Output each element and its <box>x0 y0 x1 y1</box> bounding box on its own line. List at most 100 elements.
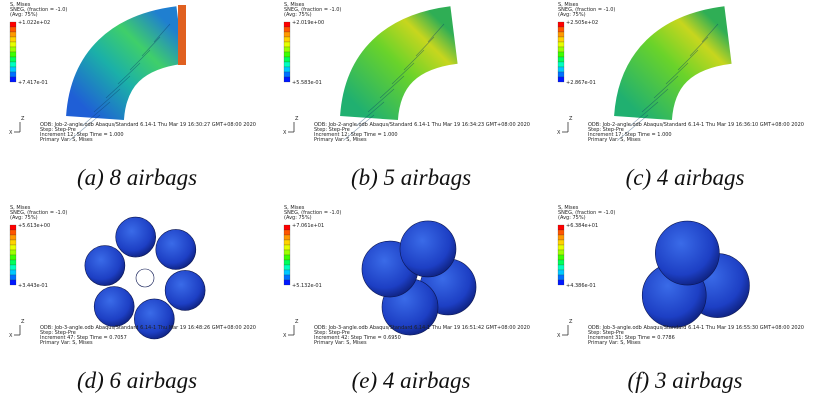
colorbar-cell <box>10 32 16 37</box>
caption: (f) 3 airbags <box>628 368 743 393</box>
legend-min: +2.867e-01 <box>566 80 596 86</box>
colorbar-cell <box>284 240 290 245</box>
colorbar-cell <box>558 280 564 285</box>
panel: S, MisesSNEG, (fraction = -1.0)(Avg: 75%… <box>283 205 530 393</box>
colorbar-cell <box>284 52 290 57</box>
colorbar-cell <box>284 270 290 275</box>
axis-label: X <box>9 333 13 339</box>
colorbar-cell <box>558 47 564 52</box>
legend-min: +4.386e-01 <box>566 283 596 289</box>
legend-header: (Avg: 75%) <box>558 12 586 18</box>
axis-label: X <box>557 130 561 136</box>
caption: (c) 4 airbags <box>626 165 745 190</box>
legend-min: +7.417e-01 <box>18 80 48 86</box>
axis-label: Z <box>295 116 299 122</box>
colorbar-cell <box>10 57 16 62</box>
colorbar-cell <box>284 260 290 265</box>
footer-primary: Primary Var: S, Mises <box>40 137 93 143</box>
colorbar-cell <box>558 77 564 82</box>
axis-label: Z <box>569 116 573 122</box>
end-cap <box>178 5 186 65</box>
legend-header: (Avg: 75%) <box>558 215 586 221</box>
axis-label: X <box>283 333 287 339</box>
legend-max: +5.613e+00 <box>18 223 50 229</box>
footer-primary: Primary Var: S, Mises <box>588 137 641 143</box>
center-hole <box>136 269 154 287</box>
axis-label: Z <box>569 319 573 325</box>
colorbar-cell <box>558 275 564 280</box>
legend-min: +5.132e-01 <box>292 283 322 289</box>
colorbar-cell <box>558 255 564 260</box>
colorbar-cell <box>10 62 16 67</box>
legend-min: +5.583e-01 <box>292 80 322 86</box>
colorbar-cell <box>558 27 564 32</box>
colorbar-cell <box>10 52 16 57</box>
colorbar-cell <box>10 67 16 72</box>
legend-header: (Avg: 75%) <box>10 12 38 18</box>
colorbar-cell <box>558 240 564 245</box>
panel: S, MisesSNEG, (fraction = -1.0)(Avg: 75%… <box>9 2 256 190</box>
colorbar-cell <box>284 42 290 47</box>
colorbar-cell <box>284 32 290 37</box>
colorbar-cell <box>284 275 290 280</box>
colorbar-cell <box>10 37 16 42</box>
colorbar-cell <box>10 27 16 32</box>
axis-label: X <box>283 130 287 136</box>
legend-max: +6.384e+01 <box>566 223 598 229</box>
colorbar-cell <box>284 255 290 260</box>
colorbar-cell <box>10 260 16 265</box>
model-lobe <box>94 287 134 327</box>
caption: (e) 4 airbags <box>352 368 471 393</box>
colorbar-cell <box>10 72 16 77</box>
colorbar-cell <box>10 47 16 52</box>
colorbar-cell <box>10 230 16 235</box>
colorbar-cell <box>284 225 290 230</box>
colorbar-cell <box>558 265 564 270</box>
colorbar-cell <box>10 42 16 47</box>
caption: (b) 5 airbags <box>351 165 471 190</box>
model <box>95 35 180 118</box>
colorbar-cell <box>558 260 564 265</box>
colorbar-cell <box>10 225 16 230</box>
model <box>369 35 454 118</box>
colorbar-cell <box>558 270 564 275</box>
panel: S, MisesSNEG, (fraction = -1.0)(Avg: 75%… <box>9 205 256 393</box>
axis-label: X <box>557 333 561 339</box>
colorbar-cell <box>558 245 564 250</box>
colorbar-cell <box>558 72 564 77</box>
model-lobe <box>165 270 205 310</box>
legend-max: +1.022e+02 <box>18 20 50 26</box>
colorbar-cell <box>284 22 290 27</box>
axis-label: Z <box>21 116 25 122</box>
colorbar-cell <box>284 280 290 285</box>
footer-primary: Primary Var: S, Mises <box>588 340 641 346</box>
legend-header: (Avg: 75%) <box>10 215 38 221</box>
colorbar-cell <box>284 67 290 72</box>
model-lobe <box>655 221 719 285</box>
colorbar-cell <box>284 230 290 235</box>
colorbar-cell <box>558 57 564 62</box>
footer-primary: Primary Var: S, Mises <box>314 340 367 346</box>
colorbar-cell <box>558 37 564 42</box>
model-lobe <box>134 299 174 339</box>
colorbar-cell <box>284 72 290 77</box>
colorbar-cell <box>10 240 16 245</box>
colorbar-cell <box>284 57 290 62</box>
panel: S, MisesSNEG, (fraction = -1.0)(Avg: 75%… <box>557 2 804 190</box>
colorbar-cell <box>284 245 290 250</box>
colorbar-cell <box>558 67 564 72</box>
colorbar-cell <box>10 270 16 275</box>
colorbar-cell <box>10 255 16 260</box>
colorbar-cell <box>558 62 564 67</box>
colorbar-cell <box>284 47 290 52</box>
colorbar-cell <box>10 245 16 250</box>
legend-max: +2.505e+02 <box>566 20 598 26</box>
model <box>643 35 728 118</box>
colorbar-cell <box>284 27 290 32</box>
colorbar-cell <box>10 22 16 27</box>
colorbar-cell <box>10 77 16 82</box>
footer-primary: Primary Var: S, Mises <box>40 340 93 346</box>
model-lobe <box>400 221 456 277</box>
